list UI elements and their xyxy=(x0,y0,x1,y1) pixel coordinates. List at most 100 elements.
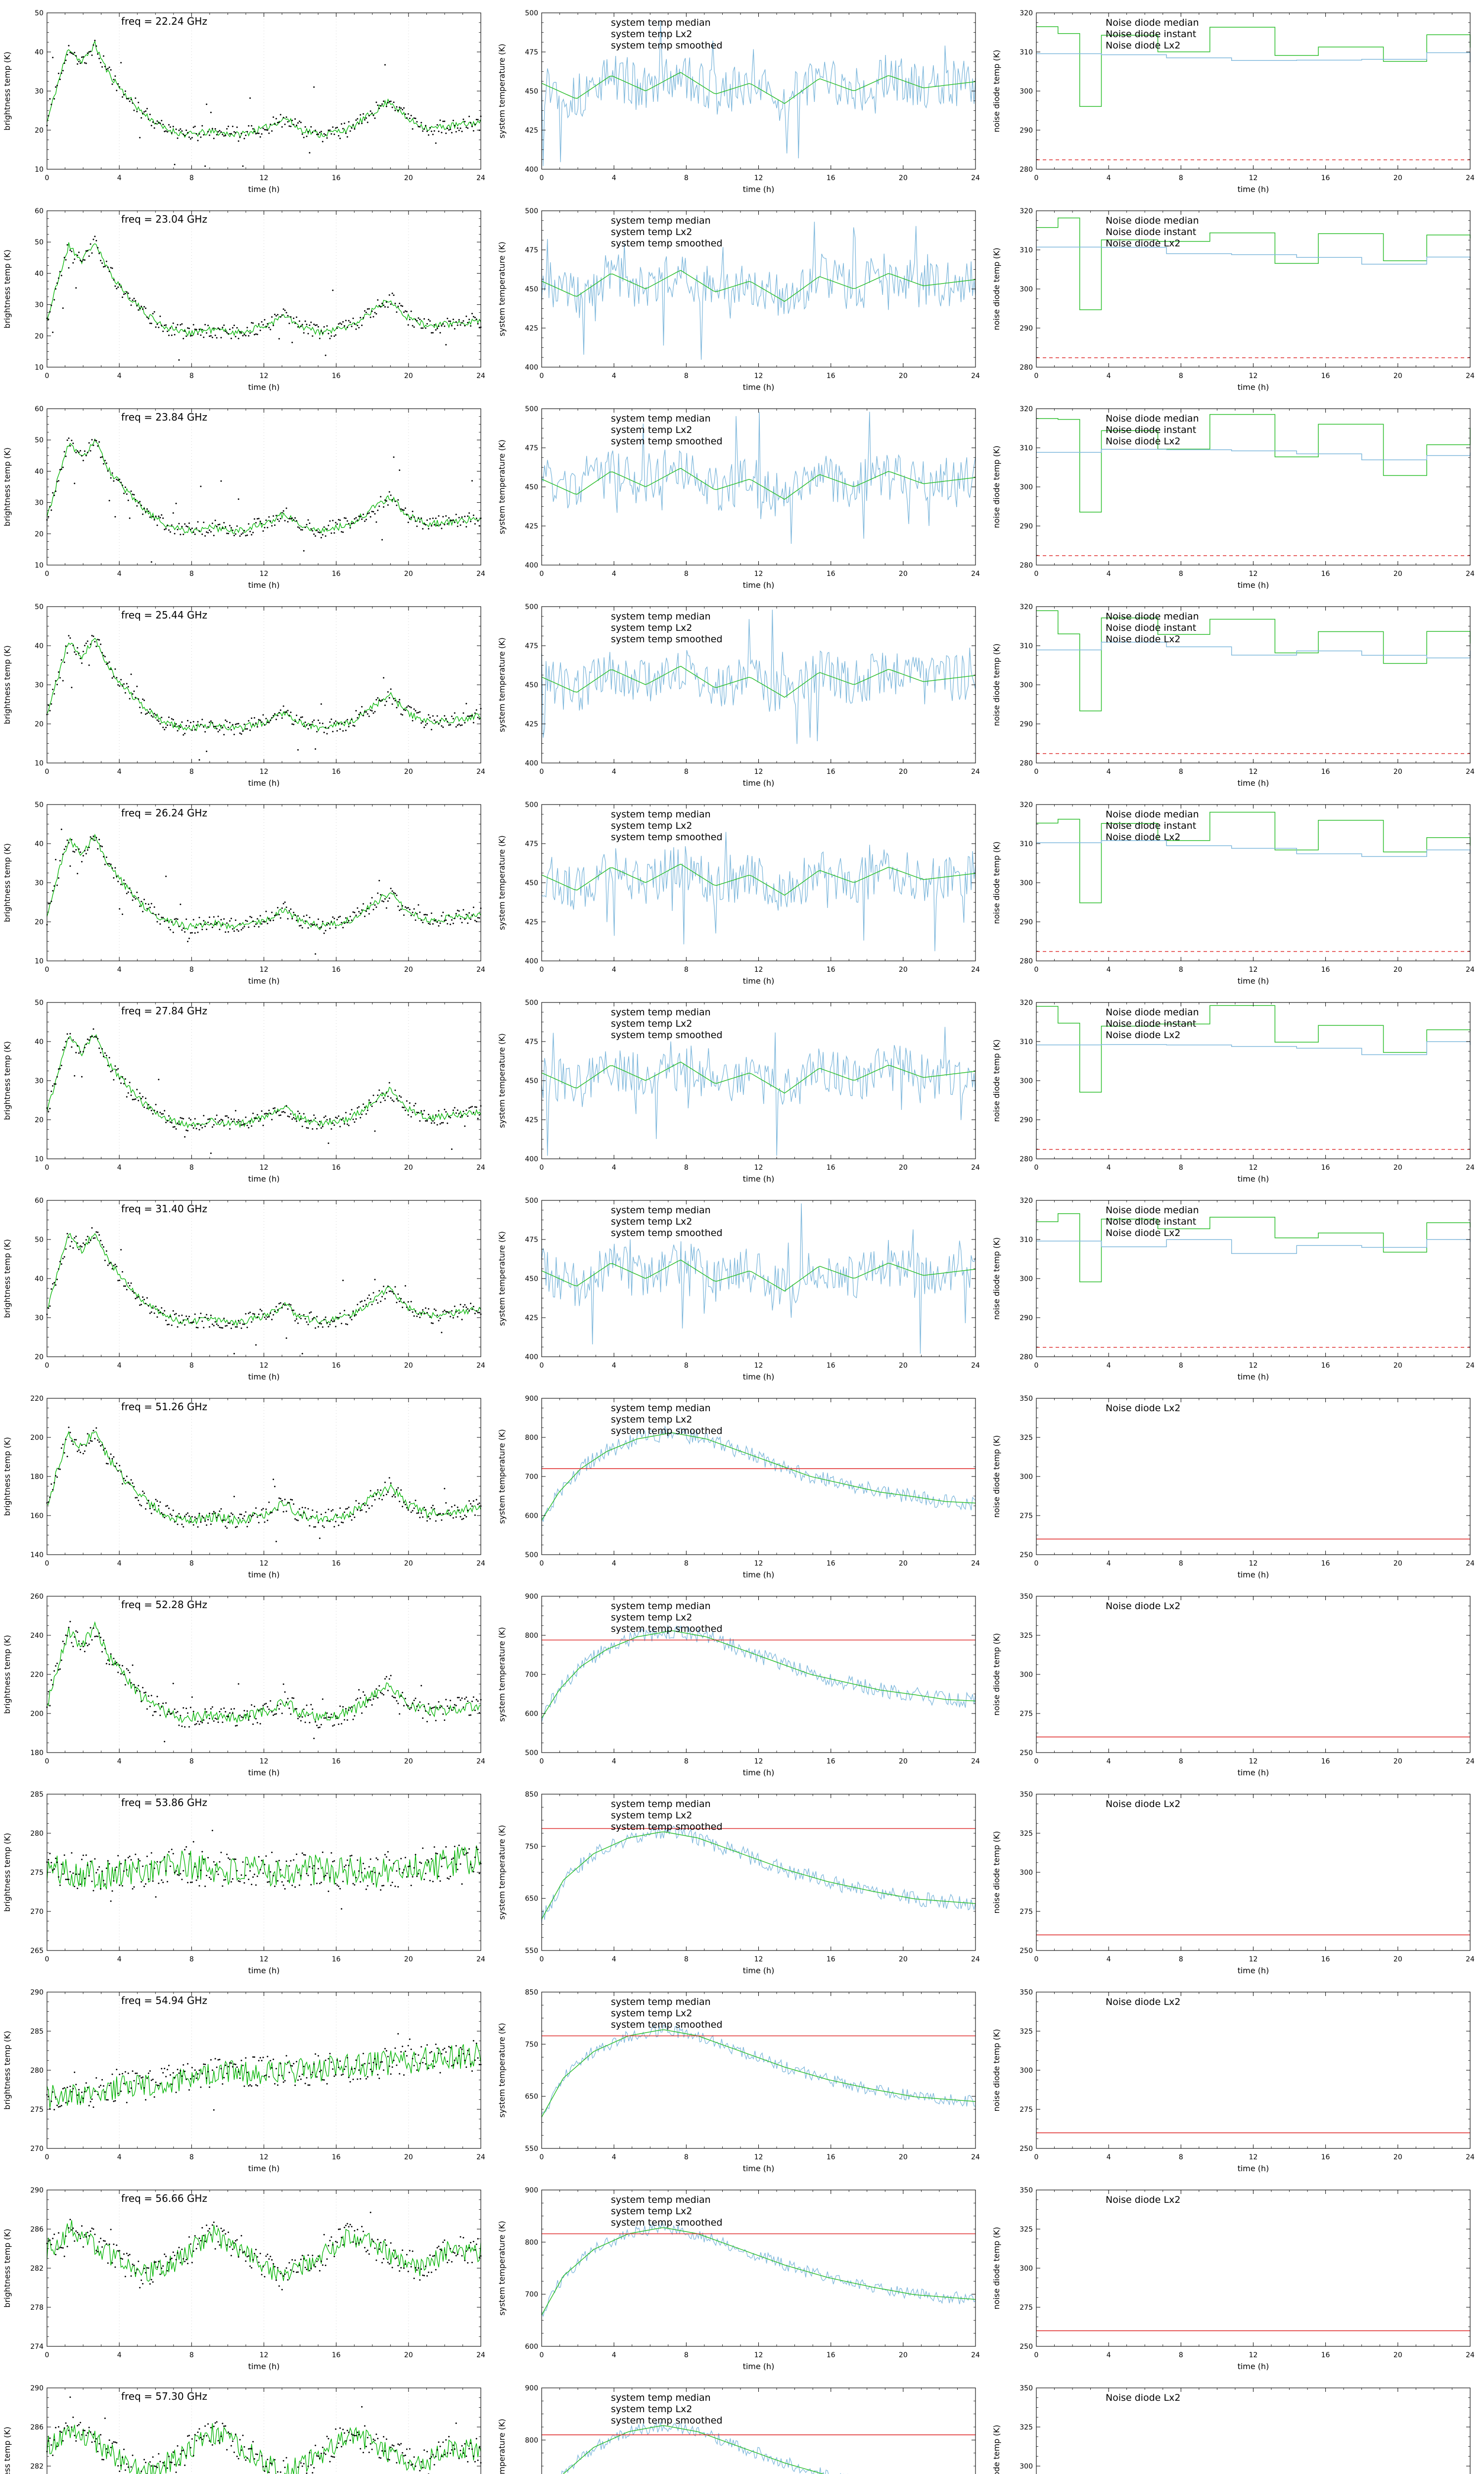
svg-text:60: 60 xyxy=(35,405,44,413)
svg-text:time (h): time (h) xyxy=(1238,976,1269,986)
svg-text:system temp smoothed: system temp smoothed xyxy=(611,1030,722,1041)
svg-text:noise diode temp (K): noise diode temp (K) xyxy=(992,643,1001,726)
plot-cell: 0 4 8 12 16 20 24 10 20 30 40 50 60 brightness temp (… xyxy=(0,198,495,396)
svg-text:20: 20 xyxy=(899,1560,908,1568)
svg-text:20: 20 xyxy=(1393,570,1402,578)
svg-text:200: 200 xyxy=(30,1434,44,1442)
svg-text:290: 290 xyxy=(1020,523,1033,530)
svg-text:12: 12 xyxy=(754,1164,763,1172)
svg-text:500: 500 xyxy=(525,405,538,413)
svg-text:0: 0 xyxy=(1034,966,1039,974)
svg-text:Noise diode Lx2: Noise diode Lx2 xyxy=(1106,1030,1180,1041)
svg-text:280: 280 xyxy=(1020,166,1033,174)
svg-text:8: 8 xyxy=(1179,1362,1183,1370)
svg-text:system temp Lx2: system temp Lx2 xyxy=(611,29,692,40)
svg-text:Noise diode Lx2: Noise diode Lx2 xyxy=(1106,1403,1180,1414)
svg-text:16: 16 xyxy=(332,1560,341,1568)
svg-text:20: 20 xyxy=(35,333,44,340)
svg-text:0: 0 xyxy=(540,768,544,776)
svg-text:24: 24 xyxy=(1466,570,1475,578)
svg-text:400: 400 xyxy=(525,562,538,570)
svg-text:16: 16 xyxy=(1321,966,1330,974)
svg-text:500: 500 xyxy=(525,603,538,611)
svg-text:24: 24 xyxy=(1466,1362,1475,1370)
svg-text:4: 4 xyxy=(612,1164,616,1172)
plot-cell: 0 4 8 12 16 20 24 280 290 300 310 320 noise diode te… xyxy=(989,198,1484,396)
svg-text:425: 425 xyxy=(525,325,538,333)
svg-text:16: 16 xyxy=(332,1164,341,1172)
plot-cell: 0 4 8 12 16 20 24 400 425 450 475 500 system tempera… xyxy=(495,198,989,396)
svg-text:140: 140 xyxy=(30,1551,44,1559)
svg-text:4: 4 xyxy=(117,174,122,182)
plot-cell: 0 4 8 12 16 20 24 10 20 30 40 50 60 brightness temp (… xyxy=(0,396,495,594)
svg-text:24: 24 xyxy=(1466,1560,1475,1568)
svg-text:8: 8 xyxy=(684,1560,689,1568)
svg-text:20: 20 xyxy=(1393,174,1402,182)
svg-text:system temp Lx2: system temp Lx2 xyxy=(611,820,692,831)
svg-text:24: 24 xyxy=(476,1164,485,1172)
svg-text:0: 0 xyxy=(45,1560,49,1568)
svg-text:Noise diode median: Noise diode median xyxy=(1106,809,1199,820)
svg-text:30: 30 xyxy=(35,879,44,887)
svg-text:50: 50 xyxy=(35,603,44,611)
svg-text:16: 16 xyxy=(332,174,341,182)
svg-text:Noise diode instant: Noise diode instant xyxy=(1106,1018,1196,1029)
svg-text:4: 4 xyxy=(612,570,616,578)
svg-text:700: 700 xyxy=(525,1473,538,1481)
svg-text:4: 4 xyxy=(1107,174,1111,182)
svg-text:24: 24 xyxy=(971,174,980,182)
svg-text:20: 20 xyxy=(404,1362,413,1370)
svg-text:290: 290 xyxy=(1020,1314,1033,1322)
svg-text:40: 40 xyxy=(35,468,44,476)
svg-text:12: 12 xyxy=(260,570,269,578)
svg-text:10: 10 xyxy=(35,957,44,965)
plot-r8-system-temp: 0 4 8 12 16 20 24 500 600 700 800 900 system tempera… xyxy=(497,1395,980,1579)
svg-text:12: 12 xyxy=(1249,570,1258,578)
svg-text:24: 24 xyxy=(476,1362,485,1370)
svg-text:system temp Lx2: system temp Lx2 xyxy=(611,1216,692,1227)
svg-text:16: 16 xyxy=(332,966,341,974)
svg-text:8: 8 xyxy=(684,372,689,380)
svg-text:20: 20 xyxy=(404,966,413,974)
svg-text:4: 4 xyxy=(1107,966,1111,974)
svg-text:500: 500 xyxy=(525,207,538,215)
svg-text:12: 12 xyxy=(260,1560,269,1568)
svg-text:40: 40 xyxy=(35,642,44,650)
svg-text:system temperature (K): system temperature (K) xyxy=(497,44,507,139)
plot-r4-system-temp: 0 4 8 12 16 20 24 400 425 450 475 500 system tempera… xyxy=(497,603,980,788)
svg-text:20: 20 xyxy=(1393,1362,1402,1370)
plot-r7-system-temp: 0 4 8 12 16 20 24 400 425 450 475 500 system tempera… xyxy=(497,1197,980,1381)
svg-text:freq = 51.26 GHz: freq = 51.26 GHz xyxy=(121,1401,207,1413)
svg-text:system temp Lx2: system temp Lx2 xyxy=(611,1018,692,1029)
svg-text:noise diode temp (K): noise diode temp (K) xyxy=(992,841,1001,924)
svg-text:12: 12 xyxy=(1249,1560,1258,1568)
svg-text:Noise diode median: Noise diode median xyxy=(1106,611,1199,622)
svg-text:30: 30 xyxy=(35,1077,44,1085)
svg-text:4: 4 xyxy=(1107,570,1111,578)
svg-text:220: 220 xyxy=(30,1395,44,1403)
svg-text:16: 16 xyxy=(1321,768,1330,776)
svg-text:280: 280 xyxy=(1020,957,1033,965)
svg-text:0: 0 xyxy=(1034,768,1039,776)
svg-text:system temp median: system temp median xyxy=(611,215,711,226)
svg-text:300: 300 xyxy=(1020,681,1033,689)
svg-text:time (h): time (h) xyxy=(1238,1372,1269,1381)
plot-r5-brightness: 0 4 8 12 16 20 24 10 20 30 40 50 brightness temp (K)… xyxy=(2,801,485,986)
plot-r5-system-temp: 0 4 8 12 16 20 24 400 425 450 475 500 system tempera… xyxy=(497,801,980,986)
svg-text:system temperature (K): system temperature (K) xyxy=(497,439,507,534)
svg-text:system temp median: system temp median xyxy=(611,1205,711,1216)
svg-text:time (h): time (h) xyxy=(743,185,775,194)
svg-text:freq = 25.44 GHz: freq = 25.44 GHz xyxy=(121,609,207,621)
svg-text:20: 20 xyxy=(899,372,908,380)
svg-text:0: 0 xyxy=(540,570,544,578)
svg-text:system temp median: system temp median xyxy=(611,1007,711,1018)
svg-text:4: 4 xyxy=(1107,1560,1111,1568)
plot-r4-noise-diode: 0 4 8 12 16 20 24 280 290 300 310 320 noise diode te… xyxy=(992,603,1475,788)
plot-cell: 0 4 8 12 16 20 24 280 290 300 310 320 noise diode te… xyxy=(989,990,1484,1188)
svg-text:Noise diode median: Noise diode median xyxy=(1106,1007,1199,1018)
svg-text:20: 20 xyxy=(1393,1164,1402,1172)
svg-text:8: 8 xyxy=(1179,1560,1183,1568)
svg-text:4: 4 xyxy=(612,1560,616,1568)
svg-text:400: 400 xyxy=(525,1353,538,1361)
